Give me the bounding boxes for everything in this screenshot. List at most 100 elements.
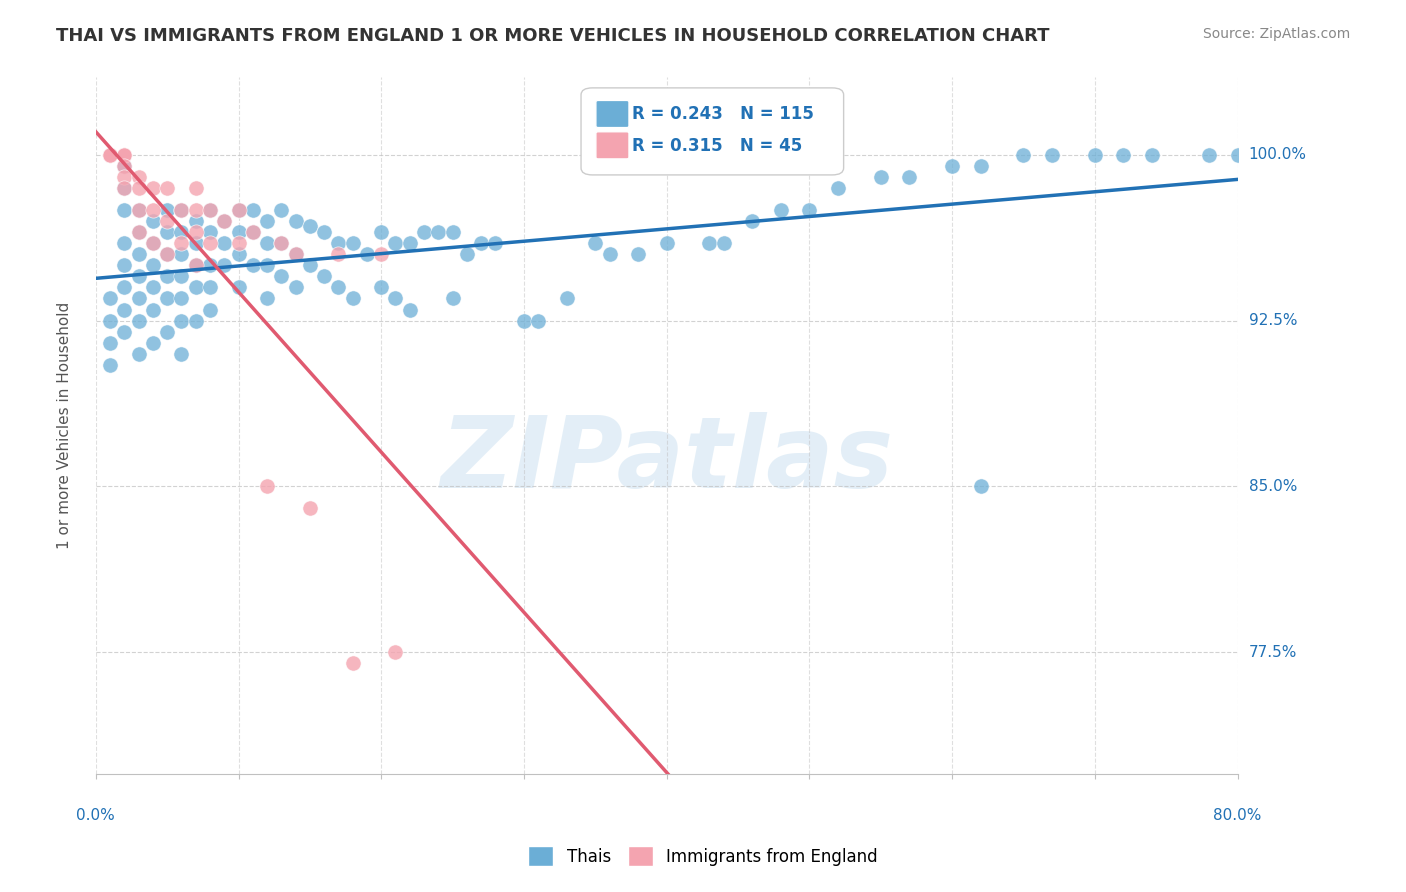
Point: [156, 325, 179, 339]
Point: [583, 236, 606, 251]
Point: [112, 258, 135, 272]
Point: [142, 302, 165, 317]
Point: [156, 203, 179, 218]
Point: [284, 247, 307, 261]
Point: [284, 247, 307, 261]
Point: [242, 225, 264, 239]
Point: [98, 148, 121, 162]
Point: [98, 148, 121, 162]
Point: [456, 247, 478, 261]
Text: 85.0%: 85.0%: [1249, 479, 1296, 494]
Point: [170, 292, 193, 306]
Point: [370, 225, 392, 239]
Point: [128, 225, 150, 239]
Point: [384, 292, 406, 306]
Point: [156, 225, 179, 239]
Point: [827, 181, 849, 195]
Point: [198, 258, 221, 272]
Point: [328, 236, 350, 251]
Point: [170, 236, 193, 251]
Point: [1084, 148, 1107, 162]
Point: [142, 335, 165, 350]
Point: [527, 313, 550, 327]
Point: [184, 203, 207, 218]
Text: ZIPatlas: ZIPatlas: [440, 412, 893, 509]
Point: [242, 203, 264, 218]
Point: [513, 313, 536, 327]
Point: [142, 214, 165, 228]
Point: [112, 302, 135, 317]
Point: [356, 247, 378, 261]
Point: [142, 236, 165, 251]
Point: [256, 214, 278, 228]
Point: [655, 236, 678, 251]
Point: [184, 214, 207, 228]
Point: [198, 236, 221, 251]
Point: [198, 203, 221, 218]
Point: [198, 280, 221, 294]
Point: [1040, 148, 1063, 162]
Point: [98, 292, 121, 306]
Point: [128, 181, 150, 195]
Point: [112, 148, 135, 162]
Point: [112, 148, 135, 162]
Point: [112, 181, 135, 195]
Point: [156, 269, 179, 284]
Point: [98, 148, 121, 162]
Text: 77.5%: 77.5%: [1249, 645, 1296, 660]
Point: [270, 269, 292, 284]
Point: [969, 479, 991, 493]
Point: [198, 225, 221, 239]
Point: [470, 236, 492, 251]
Text: R = 0.243   N = 115: R = 0.243 N = 115: [633, 105, 814, 123]
Point: [370, 280, 392, 294]
Point: [112, 203, 135, 218]
Point: [441, 292, 464, 306]
Point: [242, 258, 264, 272]
Point: [128, 247, 150, 261]
Point: [256, 479, 278, 493]
Point: [427, 225, 450, 239]
Point: [413, 225, 436, 239]
Point: [741, 214, 763, 228]
Point: [328, 280, 350, 294]
Point: [156, 247, 179, 261]
Point: [142, 258, 165, 272]
Point: [256, 258, 278, 272]
Point: [170, 269, 193, 284]
Point: [112, 236, 135, 251]
Point: [170, 225, 193, 239]
Point: [256, 292, 278, 306]
Point: [128, 169, 150, 184]
Point: [212, 236, 235, 251]
Point: [112, 148, 135, 162]
Point: [142, 181, 165, 195]
Point: [441, 225, 464, 239]
Point: [228, 247, 250, 261]
Point: [1198, 148, 1220, 162]
Y-axis label: 1 or more Vehicles in Household: 1 or more Vehicles in Household: [58, 302, 72, 549]
Point: [284, 280, 307, 294]
Legend: Thais, Immigrants from England: Thais, Immigrants from England: [520, 838, 886, 875]
Point: [156, 214, 179, 228]
Text: 0.0%: 0.0%: [76, 808, 115, 823]
Point: [128, 203, 150, 218]
Point: [270, 236, 292, 251]
Point: [184, 181, 207, 195]
Point: [284, 214, 307, 228]
Point: [198, 302, 221, 317]
Point: [270, 236, 292, 251]
Point: [98, 148, 121, 162]
Point: [699, 236, 721, 251]
Text: 92.5%: 92.5%: [1249, 313, 1298, 328]
Point: [184, 313, 207, 327]
Point: [142, 236, 165, 251]
Point: [384, 236, 406, 251]
Point: [128, 203, 150, 218]
Text: THAI VS IMMIGRANTS FROM ENGLAND 1 OR MORE VEHICLES IN HOUSEHOLD CORRELATION CHAR: THAI VS IMMIGRANTS FROM ENGLAND 1 OR MOR…: [56, 27, 1050, 45]
Point: [170, 347, 193, 361]
Point: [314, 269, 336, 284]
Point: [228, 280, 250, 294]
Point: [228, 236, 250, 251]
Point: [398, 302, 420, 317]
